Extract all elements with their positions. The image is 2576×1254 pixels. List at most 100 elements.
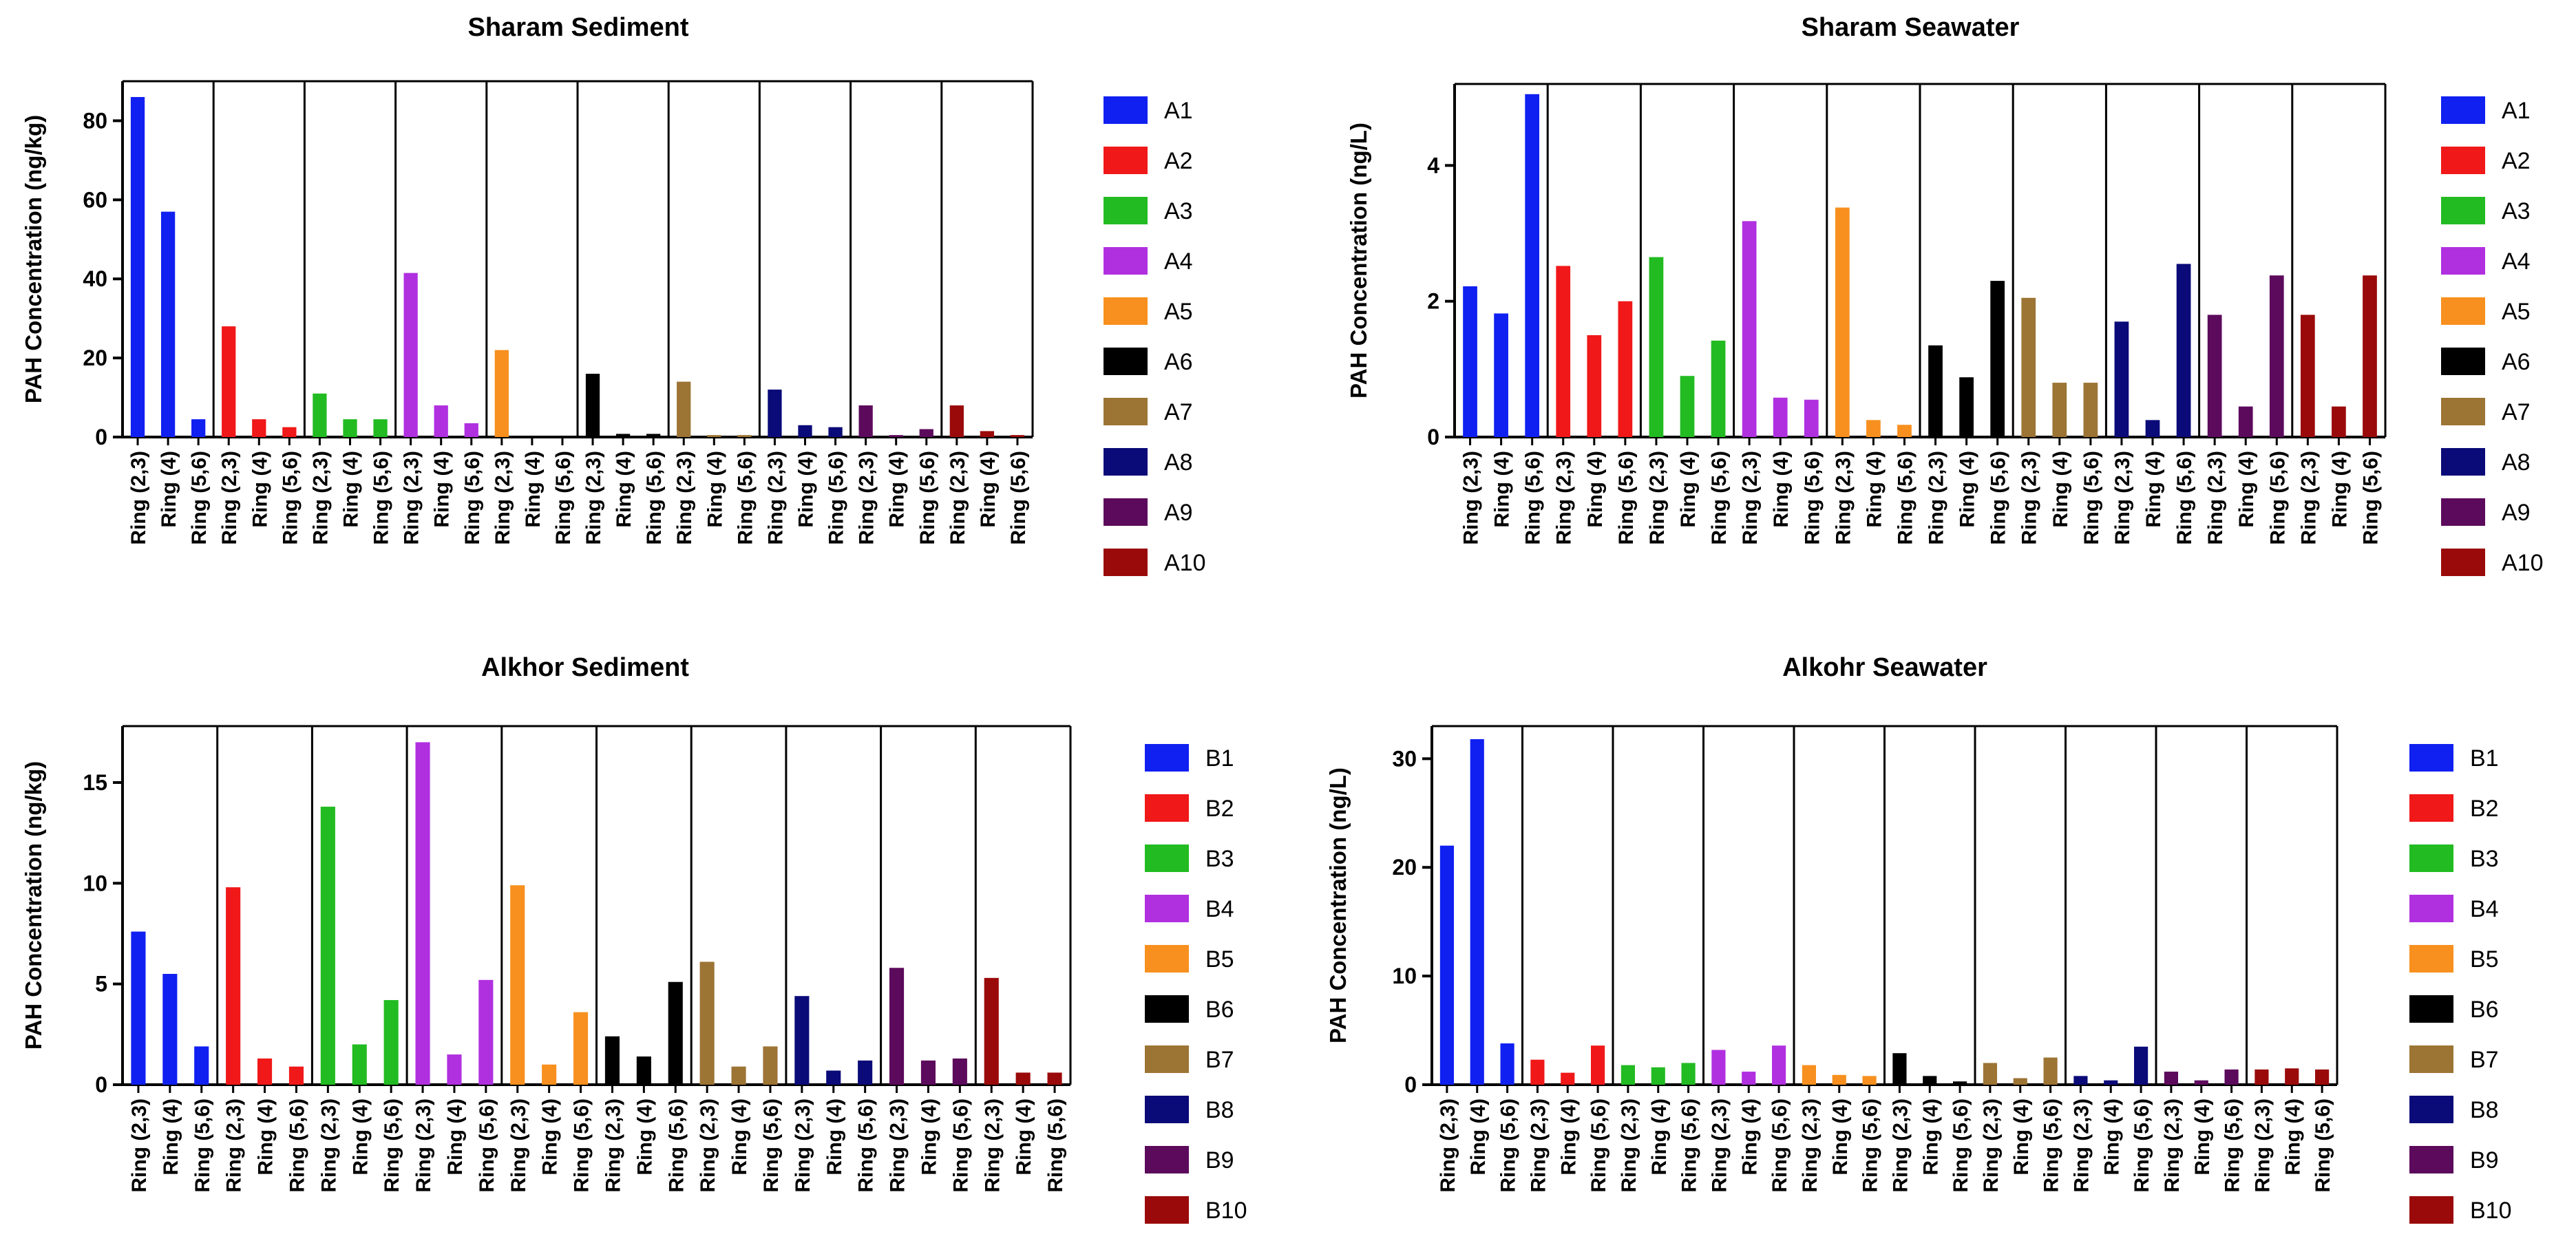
x-tick-label: Ring (4)	[1557, 1098, 1580, 1176]
bar-B7-2	[2013, 1078, 2027, 1085]
y-axis-label: PAH Concentration (ng/kg)	[21, 115, 46, 403]
bar-B2-3	[288, 1066, 304, 1085]
bar-B10-3	[2315, 1069, 2330, 1085]
x-tick-label: Ring (4)	[977, 451, 1000, 528]
x-tick-label: Ring (2,3)	[2111, 451, 2134, 545]
x-tick-label: Ring (2,3)	[582, 451, 605, 545]
legend-label-A1: A1	[1164, 98, 1193, 124]
legend-label-B3: B3	[1205, 846, 1234, 872]
x-tick-label: Ring (2,3)	[697, 1098, 719, 1193]
x-tick-label: Ring (2,3)	[2070, 1098, 2093, 1193]
bar-B5-2	[1832, 1074, 1846, 1085]
chart-title: Sharam Seawater	[1802, 13, 2020, 42]
legend-swatch-B2	[2409, 794, 2453, 822]
legend-label-B7: B7	[2470, 1047, 2499, 1073]
x-tick-label: Ring (4)	[431, 451, 454, 528]
legend-label-A2: A2	[1164, 148, 1193, 174]
bar-A6-3	[1990, 281, 2005, 437]
bar-B7-1	[1983, 1063, 1997, 1085]
bar-A1-2	[160, 211, 176, 437]
legend-swatch-A5	[1104, 297, 1148, 325]
bar-B4-1	[1711, 1050, 1726, 1085]
x-tick-label: Ring (2,3)	[1739, 451, 1762, 545]
x-tick-label: Ring (2,3)	[1460, 451, 1483, 545]
legend-label-B5: B5	[1205, 946, 1234, 973]
bar-A4-3	[1804, 399, 1819, 437]
legend-swatch-A4	[2441, 247, 2485, 275]
y-tick-label: 15	[83, 770, 107, 795]
bar-A10-3	[1010, 435, 1025, 437]
bar-A10-2	[980, 431, 995, 437]
bar-A2-2	[252, 419, 266, 437]
bar-B8-3	[858, 1060, 873, 1085]
x-tick-label: Ring (4)	[1013, 1098, 1035, 1176]
x-tick-label: Ring (2,3)	[887, 1098, 909, 1193]
legend-label-A6: A6	[2502, 349, 2531, 375]
x-tick-label: Ring (2,3)	[128, 1098, 151, 1193]
x-tick-label: Ring (2,3)	[792, 1098, 814, 1193]
legend-label-A5: A5	[2502, 299, 2531, 325]
bar-B8-2	[826, 1070, 841, 1085]
legend-swatch-B10	[1145, 1196, 1189, 1224]
x-tick-label: Ring (5,6)	[1615, 451, 1638, 545]
x-tick-label: Ring (4)	[886, 451, 909, 528]
chart-title: Alkhor Sediment	[481, 653, 689, 682]
legend-swatch-B8	[2409, 1096, 2453, 1123]
legend-label-A8: A8	[1164, 449, 1193, 476]
x-tick-label: Ring (2,3)	[412, 1098, 435, 1193]
legend-swatch-A6	[2441, 348, 2485, 375]
bar-B9-3	[952, 1058, 967, 1085]
bar-B5-1	[510, 885, 525, 1085]
x-tick-label: Ring (4)	[2010, 1098, 2033, 1176]
x-tick-label: Ring (4)	[1677, 451, 1700, 528]
bar-B8-3	[2134, 1046, 2149, 1085]
y-axis-label: PAH Concentration (ng/L)	[1346, 123, 1371, 398]
bar-B3-2	[1651, 1067, 1665, 1085]
bar-B10-1	[2255, 1069, 2269, 1085]
bar-B9-3	[2224, 1069, 2239, 1085]
x-tick-label: Ring (2,3)	[1553, 451, 1576, 545]
chart-title: Sharam Sediment	[468, 13, 689, 42]
x-tick-label: Ring (5,6)	[825, 451, 848, 545]
x-tick-label: Ring (4)	[2281, 1098, 2304, 1176]
legend-swatch-A3	[2441, 197, 2485, 224]
y-tick-label: 0	[95, 1072, 107, 1097]
legend-swatch-A7	[2441, 398, 2485, 425]
bar-A3-3	[1711, 340, 1726, 437]
legend-label-B8: B8	[1205, 1097, 1234, 1123]
legend-swatch-B5	[2409, 945, 2453, 973]
x-tick-label: Ring (4)	[1584, 451, 1607, 528]
x-tick-label: Ring (2,3)	[1980, 1098, 2003, 1193]
legend-label-B9: B9	[1205, 1147, 1234, 1173]
y-tick-label: 10	[1392, 964, 1417, 988]
x-tick-label: Ring (5,6)	[476, 1098, 498, 1193]
x-tick-label: Ring (2,3)	[1799, 1098, 1822, 1193]
x-tick-label: Ring (5,6)	[643, 451, 666, 545]
legend-label-B4: B4	[1205, 896, 1234, 922]
y-tick-label: 4	[1427, 153, 1439, 178]
bar-B9-1	[889, 968, 905, 1085]
x-tick-label: Ring (4)	[728, 1098, 751, 1176]
bar-B3-2	[352, 1044, 367, 1085]
legend-swatch-A4	[1104, 247, 1148, 275]
x-tick-label: Ring (4)	[1738, 1098, 1761, 1176]
legend-swatch-B10	[2409, 1196, 2453, 1224]
x-tick-label: Ring (2,3)	[2018, 451, 2041, 545]
chart-4: Alkohr Seawater PAH Concentration (ng/L) 0…	[1325, 653, 2512, 1224]
x-tick-label: Ring (4)	[2235, 451, 2258, 528]
legend-label-B6: B6	[1205, 997, 1234, 1023]
legend-label-A4: A4	[2502, 248, 2531, 275]
bar-B8-1	[2073, 1076, 2088, 1085]
legend-swatch-B4	[1145, 895, 1189, 922]
bar-A8-3	[2176, 264, 2191, 437]
legend-swatch-A8	[1104, 448, 1148, 476]
x-tick-label: Ring (5,6)	[2221, 1098, 2244, 1193]
x-tick-label: Ring (5,6)	[1708, 451, 1731, 545]
bar-B6-2	[1923, 1076, 1937, 1085]
y-tick-label: 10	[83, 871, 107, 895]
bar-B6-2	[636, 1056, 651, 1085]
bar-B10-3	[1047, 1072, 1062, 1085]
legend-swatch-A1	[1104, 96, 1148, 124]
x-tick-label: Ring (4)	[704, 451, 726, 528]
y-tick-label: 20	[83, 346, 107, 370]
